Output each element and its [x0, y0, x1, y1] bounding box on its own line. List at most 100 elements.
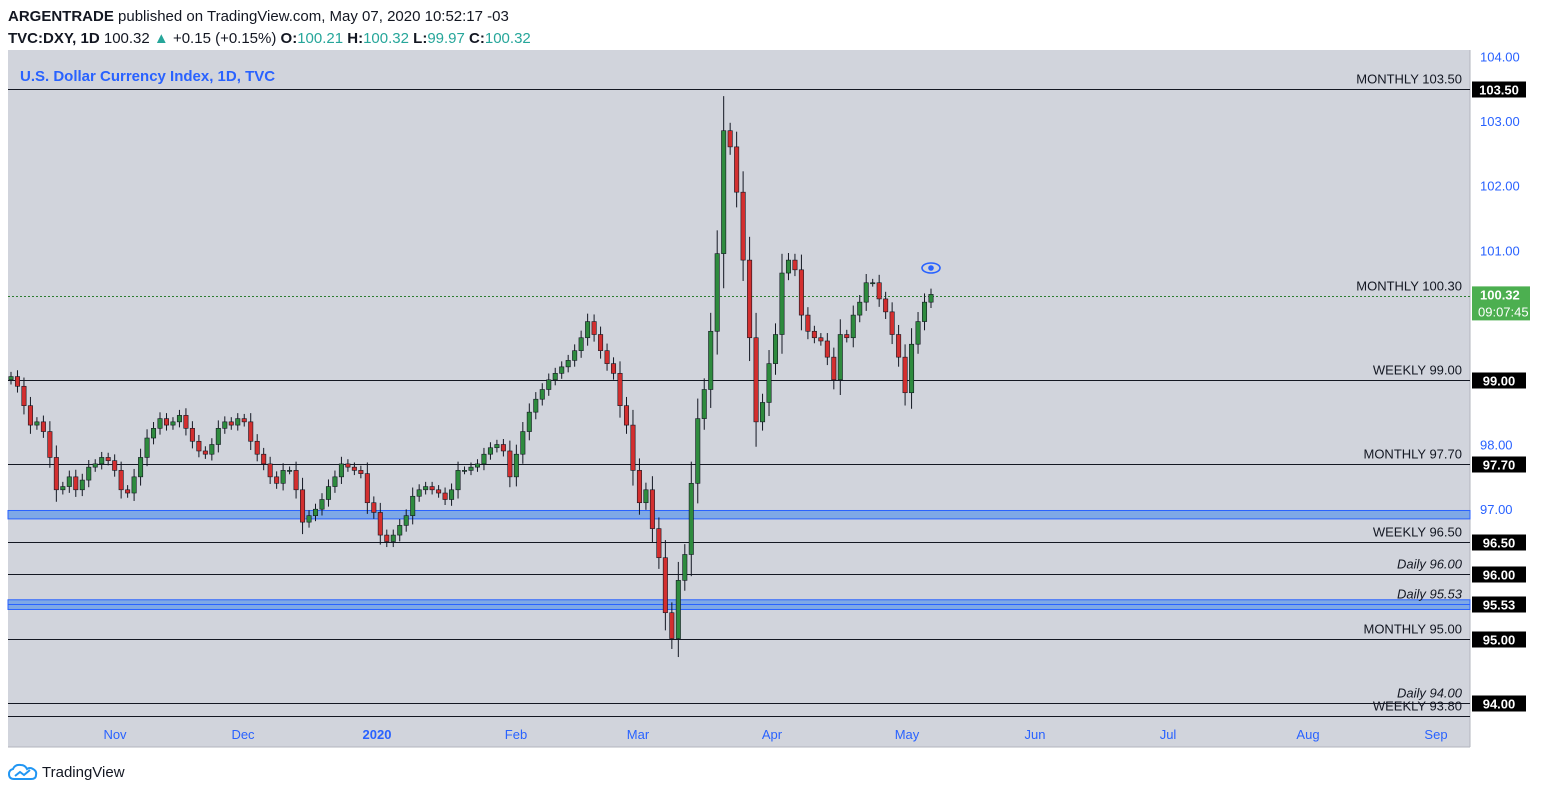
candle [118, 461, 124, 499]
publication-line: ARGENTRADE published on TradingView.com,… [8, 6, 1208, 28]
candle [332, 470, 338, 493]
x-tick-label: Apr [762, 727, 783, 742]
candle [86, 460, 92, 488]
candle [151, 422, 157, 445]
level-label-monthly-97-70: MONTHLY 97.70 [1363, 447, 1462, 462]
published-text: published on TradingView.com, May 07, 20… [118, 8, 509, 25]
candle [870, 278, 876, 287]
candle [753, 312, 759, 447]
candle [688, 461, 694, 577]
candle [565, 354, 571, 373]
candle [196, 434, 202, 458]
candle [99, 451, 105, 470]
candle [883, 291, 889, 319]
level-price-tag-weekly-96-50 [1472, 534, 1526, 551]
level-price-tag-monthly-95-00 [1472, 631, 1526, 648]
candle [701, 378, 707, 430]
candle [358, 465, 364, 479]
candle [280, 463, 286, 491]
candle [183, 408, 189, 436]
candle [909, 328, 915, 409]
candle [500, 439, 506, 457]
candle [131, 468, 137, 501]
candle [8, 371, 14, 385]
candle [144, 429, 150, 467]
candle [209, 438, 215, 461]
candle [824, 333, 830, 366]
candle [125, 485, 131, 498]
level-label-monthly-95-00: MONTHLY 95.00 [1363, 622, 1462, 637]
candle [455, 461, 461, 499]
level-price-weekly-96-50: 96.50 [1483, 536, 1516, 551]
candle [228, 417, 234, 430]
candle [436, 485, 442, 498]
level-label-weekly-96-50: WEEKLY 96.50 [1373, 525, 1462, 540]
candle [267, 456, 273, 484]
level-price-weekly-99-00: 99.00 [1483, 374, 1516, 389]
candle [649, 476, 655, 543]
candle [572, 344, 578, 367]
candle [818, 333, 824, 346]
candle [442, 487, 448, 505]
candle [300, 477, 306, 535]
high-label: H: [347, 30, 364, 47]
candle [189, 421, 195, 449]
candle [773, 323, 779, 375]
candle [546, 373, 552, 396]
candle [785, 252, 791, 281]
y-tick-label: 98.00 [1480, 438, 1513, 453]
candle [928, 288, 934, 308]
candle [526, 403, 532, 441]
level-price-tag-weekly-99-00 [1472, 372, 1526, 389]
candle [630, 409, 636, 486]
candle [682, 544, 688, 591]
candle [377, 502, 383, 545]
author-name[interactable]: ARGENTRADE [8, 8, 114, 25]
candle [487, 442, 493, 460]
candle [351, 462, 357, 476]
candle [462, 466, 468, 475]
candle [79, 473, 85, 497]
x-tick-label: Sep [1424, 727, 1447, 742]
close-value: 100.32 [484, 30, 531, 47]
level-label-weekly-99-00: WEEKLY 99.00 [1373, 363, 1462, 378]
candle [338, 456, 344, 484]
candle [40, 415, 46, 438]
candle [623, 396, 629, 434]
level-price-monthly-97-70: 97.70 [1483, 458, 1516, 473]
level-label-monthly-103-50: MONTHLY 103.50 [1356, 72, 1462, 87]
candle [494, 439, 500, 453]
candle [850, 305, 856, 348]
candle [831, 347, 837, 390]
eye-icon[interactable] [921, 262, 941, 274]
candle [313, 503, 319, 522]
candle [474, 459, 480, 472]
level-price-tag-daily-96-00 [1472, 566, 1526, 583]
tradingview-brand: TradingView [42, 763, 125, 781]
candle [533, 392, 539, 420]
support-zone-1[interactable] [7, 509, 1471, 520]
level-price-daily-96-00: 96.00 [1483, 568, 1516, 583]
candle [235, 413, 241, 431]
candle [157, 412, 163, 435]
candle [857, 295, 863, 323]
level-price-daily-95-53: 95.53 [1483, 598, 1516, 613]
x-tick-label: Dec [231, 727, 255, 742]
candle [513, 444, 519, 487]
candle [669, 602, 675, 649]
candle [222, 416, 228, 434]
candle [811, 325, 817, 344]
candle [215, 420, 221, 453]
candle [695, 398, 701, 504]
low-label: L: [413, 30, 428, 47]
candle [779, 253, 785, 354]
tradingview-logo[interactable]: TradingView [8, 761, 125, 783]
candle [345, 459, 351, 472]
candle [915, 312, 921, 354]
candle [876, 274, 882, 307]
up-triangle-icon: ▲ [153, 30, 169, 47]
open-label: O: [280, 30, 298, 47]
candle [66, 470, 72, 493]
candle [708, 312, 714, 408]
